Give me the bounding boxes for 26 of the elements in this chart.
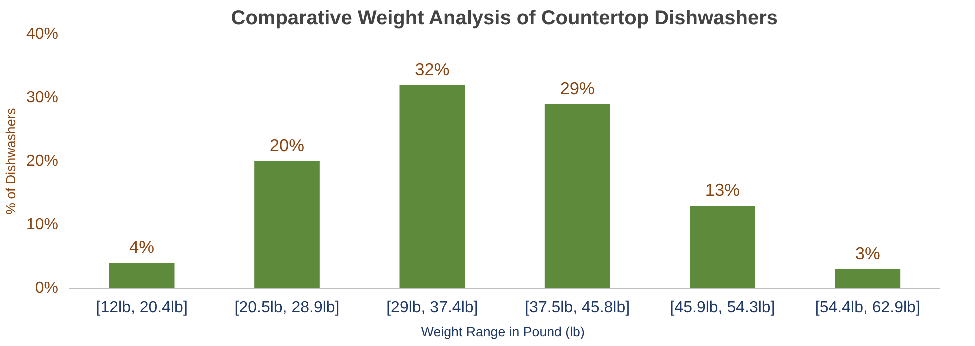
data-label: 32%	[415, 59, 450, 80]
data-label: 20%	[270, 136, 305, 156]
y-tick-label: 20%	[26, 153, 59, 170]
bar	[400, 85, 466, 288]
data-label: 4%	[130, 237, 155, 258]
chart-title: Comparative Weight Analysis of Countertop Dishwashers	[231, 8, 778, 30]
x-tick-label: [54.4lb, 62.9lb]	[815, 300, 920, 316]
y-tick-label: 0%	[35, 280, 58, 297]
data-label: 3%	[855, 243, 880, 264]
x-tick-label: [45.9lb, 54.3lb]	[670, 300, 776, 316]
data-label: 29%	[560, 78, 595, 98]
bar	[109, 263, 175, 288]
bar	[544, 104, 610, 288]
bar	[835, 269, 901, 288]
y-tick-label: 40%	[26, 26, 59, 43]
y-tick-label: 30%	[26, 90, 59, 106]
y-tick-label: 10%	[26, 216, 59, 234]
data-label: 13%	[705, 180, 740, 200]
x-axis-title: Weight Range in Pound (lb)	[421, 324, 585, 340]
bar	[254, 162, 320, 288]
x-tick-label: [20.5lb, 28.9lb]	[234, 300, 340, 316]
bar	[690, 206, 756, 288]
x-tick-label: [12lb, 20.4lb]	[96, 300, 188, 316]
y-axis-title: % of Dishwashers	[3, 108, 18, 215]
x-tick-label: [29lb, 37.4lb]	[386, 300, 478, 316]
x-tick-label: [37.5lb, 45.8lb]	[525, 300, 630, 316]
